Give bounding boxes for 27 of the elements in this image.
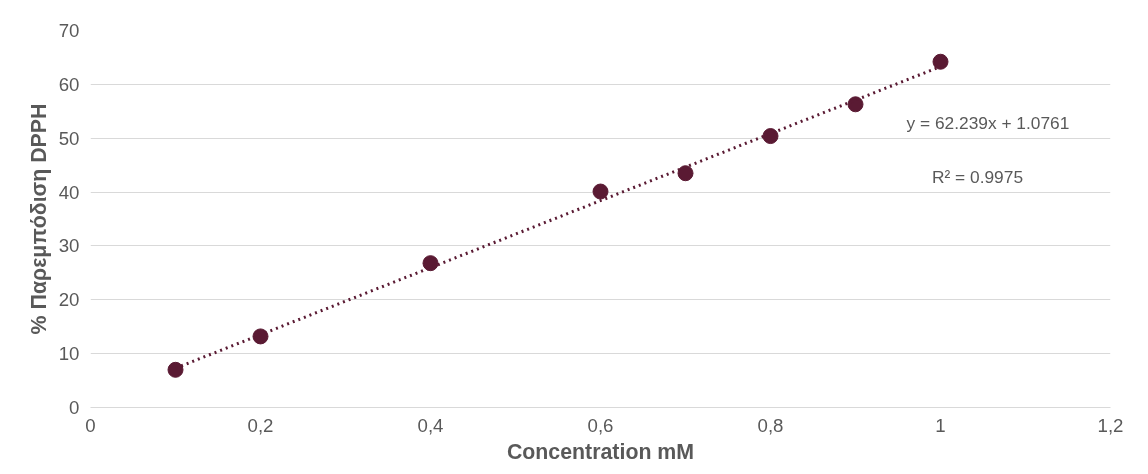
point <box>167 361 184 378</box>
point <box>592 183 609 200</box>
x-tick-label: 1,2 <box>1097 414 1124 436</box>
point <box>932 53 949 70</box>
point <box>762 128 779 145</box>
y-tick-label: 70 <box>58 20 80 41</box>
y-tick-label: 20 <box>58 289 80 311</box>
y-tick-label: 0 <box>69 397 80 418</box>
annotation: R² = 0.9975 <box>932 166 1024 187</box>
x-tick-label: 1 <box>935 414 946 436</box>
y-axis-title: % Παρεμπόδιση DPPH <box>26 103 51 335</box>
y-tick-label: 50 <box>58 127 80 149</box>
point <box>422 255 439 272</box>
point <box>677 165 694 182</box>
y-tick-label: 60 <box>58 73 80 95</box>
x-axis-title: Concentration mM <box>506 439 695 464</box>
point <box>847 96 864 113</box>
y-tick-label: 10 <box>58 343 80 365</box>
x-tick-label: 0,2 <box>247 414 274 436</box>
point <box>252 328 269 345</box>
y-tick-label: 30 <box>58 235 80 257</box>
x-tick-label: 0,8 <box>757 414 784 436</box>
x-tick-label: 0,4 <box>417 414 444 436</box>
y-tick-label: 40 <box>58 181 80 203</box>
annotation: y = 62.239x + 1.0761 <box>906 112 1070 133</box>
x-tick-label: 0,6 <box>587 414 614 436</box>
x-tick-label: 0 <box>85 414 96 436</box>
